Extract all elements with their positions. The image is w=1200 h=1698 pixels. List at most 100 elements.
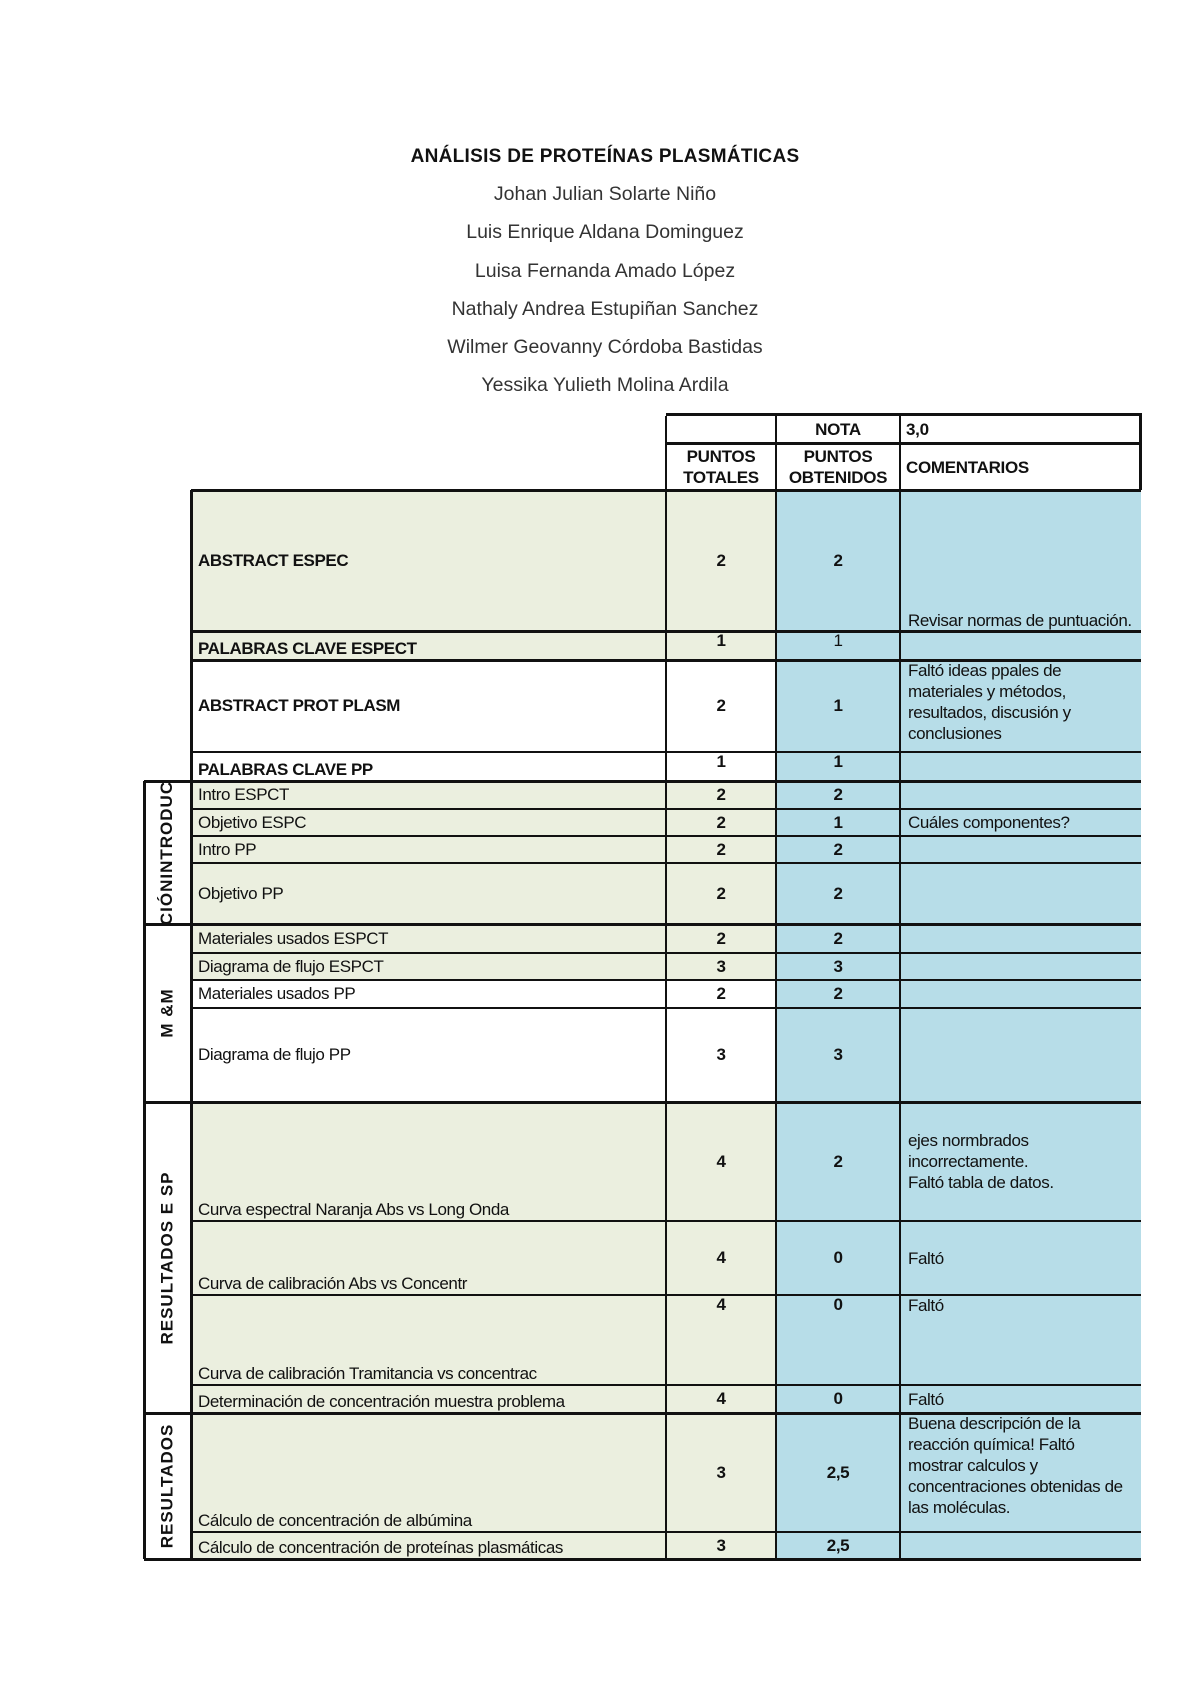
item-label: PALABRAS CLAVE PP [191,752,666,781]
comentario [900,1008,1141,1102]
col-border [665,446,667,1559]
puntos-totales: 2 [666,490,776,631]
item-text: Diagrama de flujo ESPCT [198,956,384,976]
puntos-obtenidos: 2 [776,490,900,631]
puntos-obtenidos: 1 [776,752,900,781]
item-label: Diagrama de flujo ESPCT [191,953,666,980]
comentario-text: Faltó ideas ppales de materiales y métod… [908,661,1071,743]
puntos-obtenidos: 2 [776,924,900,953]
puntos-obtenidos: 3 [776,953,900,980]
item-label: Objetivo ESPC [191,809,666,836]
header-puntos-totales: PUNTOS TOTALES [683,447,759,487]
nota-value: 3,0 [906,420,929,439]
item-label: PALABRAS CLAVE ESPECT [191,631,666,660]
item-text: ABSTRACT ESPEC [198,550,349,570]
puntos-totales: 4 [666,1385,776,1413]
puntos-obtenidos: 2 [776,1102,900,1221]
comentario [900,836,1141,863]
puntos-totales: 2 [666,809,776,836]
item-label: Diagrama de flujo PP [191,1008,666,1102]
item-label: ABSTRACT ESPEC [191,490,666,631]
author-name: Yessika Yulieth Molina Ardila [481,374,729,396]
item-label: Intro ESPCT [191,781,666,809]
document-title: ANÁLISIS DE PROTEÍNAS PLASMÁTICAS [410,146,800,167]
puntos-obtenidos: 0 [776,1295,900,1385]
comentario: ejes normbrados incorrectamente. Faltó t… [900,1102,1141,1221]
col-border [665,416,667,446]
comentario [900,863,1141,924]
item-label: Materiales usados PP [191,980,666,1008]
comentario-text: ejes normbrados incorrectamente. Faltó t… [908,1131,1054,1192]
author-name: Wilmer Geovanny Córdoba Bastidas [447,336,763,358]
item-text: PALABRAS CLAVE PP [198,760,373,779]
puntos-obtenidos: 2 [776,781,900,809]
section-border [144,780,191,783]
col-border [1139,416,1142,490]
item-label: Intro PP [191,836,666,863]
puntos-obtenidos: 2 [776,836,900,863]
author-name: Johan Julian Solarte Niño [493,183,717,205]
header-comentarios: COMENTARIOS [906,458,1029,477]
comentario [900,631,1141,660]
puntos-obtenidos: 2 [776,980,900,1008]
puntos-obtenidos: 2,5 [776,1413,900,1532]
col-border [190,490,193,1559]
puntos-totales: 2 [666,660,776,752]
item-text: Materiales usados PP [198,984,356,1003]
author-name: Luisa Fernanda Amado López [474,260,736,282]
item-text: Diagrama de flujo PP [198,1045,351,1064]
section-label: RESULTADOS [144,1413,191,1559]
puntos-obtenidos: 0 [776,1385,900,1413]
item-text: Determinación de concentración muestra p… [198,1392,565,1411]
section-border [144,923,191,926]
item-label: Cálculo de concentración de albúmina [191,1413,666,1532]
comentario [900,1532,1141,1559]
item-text: Objetivo PP [198,883,284,903]
item-text: Intro ESPCT [198,785,290,804]
item-text: PALABRAS CLAVE ESPECT [198,639,417,658]
comentario-text: Faltó [908,1389,944,1409]
section-border [144,1101,191,1104]
item-label: Materiales usados ESPCT [191,924,666,953]
section-col-border [143,781,146,1559]
comentario: Faltó [900,1295,1141,1385]
comentario: Faltó [900,1385,1141,1413]
section-label: CIÓNINTRODUC [144,780,191,924]
item-text: Cálculo de concentración de proteínas pl… [198,1538,564,1557]
comentario [900,924,1141,953]
puntos-obtenidos: 0 [776,1221,900,1295]
section-text: M &M [157,988,177,1038]
item-label: ABSTRACT PROT PLASM [191,660,666,752]
item-label: Cálculo de concentración de proteínas pl… [191,1532,666,1559]
col-border [899,416,901,446]
comentario [900,980,1141,1008]
comentario-text: Faltó [908,1296,944,1315]
item-label: Curva de calibración Abs vs Concentr [191,1221,666,1295]
section-text: RESULTADOS [157,1423,177,1549]
puntos-totales: 4 [666,1295,776,1385]
puntos-totales: 3 [666,1008,776,1102]
puntos-obtenidos: 2,5 [776,1532,900,1559]
item-label: Determinación de concentración muestra p… [191,1385,666,1413]
comentario: Faltó ideas ppales de materiales y métod… [900,660,1141,752]
comentario [900,752,1141,781]
puntos-totales: 1 [666,631,776,660]
header-top-border [666,413,1142,416]
item-text: Cálculo de concentración de albúmina [198,1511,472,1530]
nota-label: NOTA [815,420,861,439]
puntos-totales: 2 [666,836,776,863]
comentario-text: Cuáles componentes? [908,813,1070,832]
author-name: Nathaly Andrea Estupiñan Sanchez [451,298,759,320]
comentario: Revisar normas de puntuación. [900,490,1141,631]
puntos-totales: 3 [666,1532,776,1559]
section-text: RESULTADOS E SP [157,1170,177,1345]
item-label: Objetivo PP [191,863,666,924]
puntos-totales: 2 [666,781,776,809]
item-label: Curva de calibración Tramitancia vs conc… [191,1295,666,1385]
puntos-totales: 3 [666,1413,776,1532]
col-border [775,416,777,446]
item-text: Intro PP [198,839,257,859]
item-text: Curva de calibración Abs vs Concentr [198,1274,468,1293]
comentario [900,781,1141,809]
item-text: ABSTRACT PROT PLASM [198,696,401,715]
